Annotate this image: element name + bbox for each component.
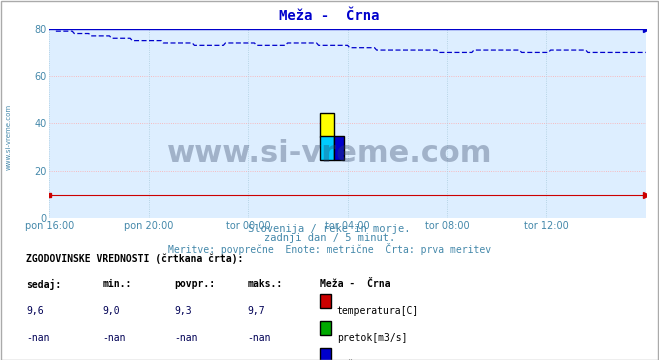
- Text: www.si-vreme.com: www.si-vreme.com: [167, 139, 492, 167]
- Text: Meža -  Črna: Meža - Črna: [279, 9, 380, 23]
- Text: 9,3: 9,3: [175, 306, 192, 316]
- Text: pretok[m3/s]: pretok[m3/s]: [337, 333, 407, 343]
- Text: temperatura[C]: temperatura[C]: [337, 306, 419, 316]
- Text: Meritve: povprečne  Enote: metrične  Črta: prva meritev: Meritve: povprečne Enote: metrične Črta:…: [168, 243, 491, 255]
- Text: maks.:: maks.:: [247, 279, 282, 289]
- Text: 9,6: 9,6: [26, 306, 44, 316]
- Text: min.:: min.:: [102, 279, 132, 289]
- Text: -nan: -nan: [175, 333, 198, 343]
- Text: -nan: -nan: [247, 333, 271, 343]
- Text: povpr.:: povpr.:: [175, 279, 215, 289]
- Text: ZGODOVINSKE VREDNOSTI (črtkana črta):: ZGODOVINSKE VREDNOSTI (črtkana črta):: [26, 254, 244, 264]
- Text: www.si-vreme.com: www.si-vreme.com: [5, 104, 11, 170]
- Text: -nan: -nan: [26, 333, 50, 343]
- Text: zadnji dan / 5 minut.: zadnji dan / 5 minut.: [264, 233, 395, 243]
- Text: -nan: -nan: [102, 333, 126, 343]
- Text: Meža -  Črna: Meža - Črna: [320, 279, 390, 289]
- Text: 9,7: 9,7: [247, 306, 265, 316]
- Text: 9,0: 9,0: [102, 306, 120, 316]
- Text: Slovenija / reke in morje.: Slovenija / reke in morje.: [248, 224, 411, 234]
- Text: sedaj:: sedaj:: [26, 279, 61, 290]
